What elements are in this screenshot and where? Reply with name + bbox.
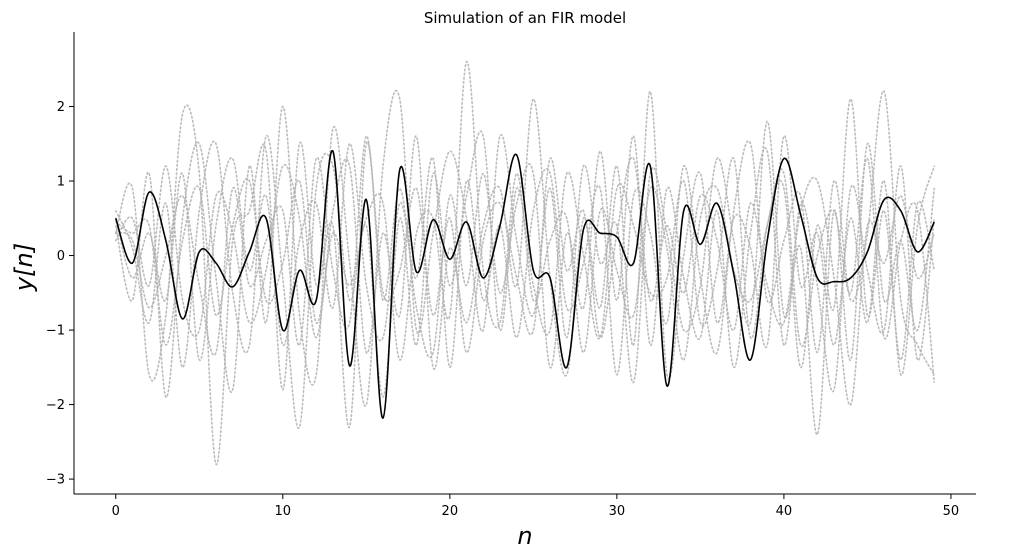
- y-tick-label: −2: [46, 398, 65, 413]
- main-response-line: [115, 150, 935, 419]
- y-axis-label: y[n]: [10, 243, 38, 292]
- simulation-lines-layer: [114, 60, 936, 466]
- main-line-layer: [115, 150, 935, 419]
- y-tick-label: −1: [46, 324, 65, 339]
- x-tick-label: 40: [776, 504, 793, 519]
- y-tick-label: −3: [46, 473, 65, 488]
- y-tick-label: 2: [57, 100, 65, 115]
- chart-title: Simulation of an FIR model: [424, 9, 626, 27]
- x-tick-label: 30: [609, 504, 626, 519]
- simulation-line-1: [114, 104, 936, 466]
- x-tick-label: 0: [112, 504, 120, 519]
- simulation-line-6: [114, 135, 936, 406]
- x-tick-label: 50: [943, 504, 960, 519]
- axes-layer: 0 10 20 30 40 50 −3 −2 −1 0 1 2: [46, 32, 976, 519]
- simulation-line-7: [114, 60, 936, 384]
- x-axis-label: n: [517, 522, 532, 550]
- simulation-line-2: [114, 90, 936, 436]
- y-tick-label: 0: [57, 249, 65, 264]
- x-tick-label: 10: [275, 504, 292, 519]
- simulation-line-5: [114, 90, 936, 376]
- y-tick-label: 1: [57, 175, 65, 190]
- x-tick-label: 20: [442, 504, 459, 519]
